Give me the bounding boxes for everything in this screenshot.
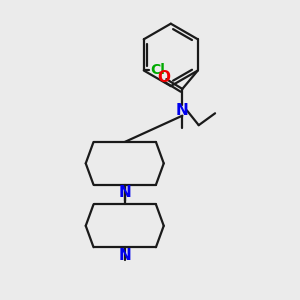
Text: Cl: Cl	[150, 64, 165, 77]
Text: N: N	[176, 103, 189, 118]
Text: O: O	[158, 70, 170, 85]
Text: N: N	[118, 248, 131, 263]
Text: N: N	[118, 185, 131, 200]
